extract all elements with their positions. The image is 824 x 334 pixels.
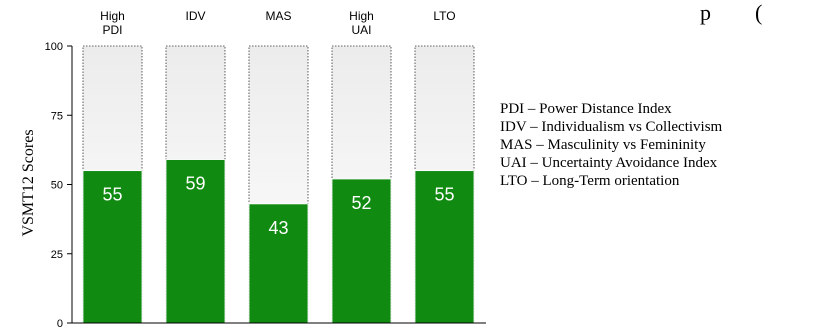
- bar-value-label: 43: [268, 218, 288, 238]
- y-tick-label: 0: [57, 318, 63, 330]
- bar: [331, 178, 392, 324]
- legend-note: UAI – Uncertainty Avoidance Index: [500, 155, 718, 171]
- category-label: MAS: [265, 9, 291, 23]
- bar-value-label: 55: [102, 185, 122, 205]
- legend-note: IDV – Individualism vs Collectivism: [500, 119, 723, 135]
- category-label: UAI: [351, 23, 371, 37]
- legend-note: PDI – Power Distance Index: [500, 101, 672, 117]
- y-tick-label: 25: [51, 249, 63, 261]
- category-label: LTO: [433, 9, 455, 23]
- abbreviation-legend: PDI – Power Distance Index IDV – Individu…: [500, 100, 722, 190]
- y-tick-label: 75: [51, 110, 63, 122]
- legend-note: LTO – Long-Term orientation: [500, 173, 680, 189]
- legend-note: MAS – Masculinity vs Femininity: [500, 137, 706, 153]
- bar-value-label: 59: [185, 174, 205, 194]
- bar-value-label: 52: [351, 193, 371, 213]
- category-label: PDI: [102, 23, 122, 37]
- y-axis-label: VSMT12 Scores: [20, 129, 37, 236]
- y-tick-label: 100: [45, 41, 63, 53]
- bars-layer: [82, 45, 475, 324]
- category-label: High: [100, 9, 125, 23]
- category-label: High: [349, 9, 374, 23]
- bar: [82, 170, 143, 324]
- y-tick-label: 50: [51, 180, 63, 192]
- y-axis: 0 25 50 75 100: [45, 41, 486, 330]
- bar: [165, 159, 226, 324]
- bar-value-label: 55: [434, 185, 454, 205]
- partial-title-fragment: p (: [700, 0, 762, 25]
- category-label: IDV: [185, 9, 205, 23]
